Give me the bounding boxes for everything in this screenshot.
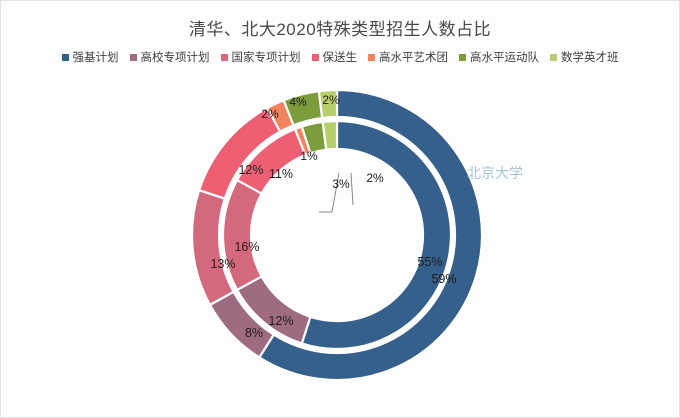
outer-ring-series <box>191 89 483 381</box>
legend-swatch-icon <box>550 53 557 61</box>
value-label-outer-yundong: 4% <box>289 95 307 109</box>
value-label-outer-qiangji: 59% <box>431 272 457 286</box>
legend-swatch-icon <box>368 53 375 61</box>
inner-ring-series <box>221 119 453 351</box>
legend-item-qiangji[interactable]: 强基计划 <box>61 49 119 65</box>
legend-swatch-icon <box>311 53 319 61</box>
value-label-outer-guojia: 13% <box>210 257 236 271</box>
legend-label: 高校专项计划 <box>140 52 210 64</box>
donut-slice-1[interactable] <box>258 89 483 381</box>
legend-label: 保送生 <box>322 52 358 64</box>
series-annotation-beida: 北京大学 <box>467 165 523 181</box>
legend-label: 强基计划 <box>72 52 119 64</box>
value-label-inner-shuxue: 2% <box>366 171 384 185</box>
legend-label: 国家专项计划 <box>231 52 301 64</box>
legend-item-shuxue[interactable]: 数学英才班 <box>550 49 619 65</box>
legend-item-baosong[interactable]: 保送生 <box>311 49 358 65</box>
legend-label: 数学英才班 <box>561 52 619 64</box>
value-label-inner-gaoxiao: 12% <box>268 314 294 328</box>
chart-title: 清华、北大2020特殊类型招生人数占比 <box>188 20 492 39</box>
legend-item-guojia[interactable]: 国家专项计划 <box>220 49 301 65</box>
legend-item-yishu[interactable]: 高水平艺术团 <box>368 49 448 65</box>
value-label-outer-gaoxiao: 8% <box>244 326 264 340</box>
value-label-outer-shuxue: 2% <box>322 93 340 107</box>
legend-swatch-icon <box>61 53 69 61</box>
value-label-inner-guojia: 16% <box>234 240 260 254</box>
nested-donut-chart <box>191 89 483 381</box>
donut-slice-7[interactable] <box>317 89 339 120</box>
legend-swatch-icon <box>129 53 137 61</box>
legend-swatch-icon <box>220 53 228 61</box>
legend-label: 高水平运动队 <box>470 52 539 64</box>
chart-legend: 强基计划 高校专项计划 国家专项计划 保送生 高水平艺术团 高水平运动队 数学英… <box>1 49 679 65</box>
donut-svg <box>191 89 483 381</box>
donut-slice-3[interactable] <box>221 178 263 292</box>
value-label-outer-yishu: 2% <box>261 107 279 121</box>
value-label-inner-baosong: 11% <box>268 167 294 181</box>
value-label-inner-yishu: 1% <box>300 149 318 163</box>
legend-item-gaoxiao[interactable]: 高校专项计划 <box>129 49 210 65</box>
legend-item-yundong[interactable]: 高水平运动队 <box>459 49 539 65</box>
value-label-inner-yundong: 3% <box>332 177 350 191</box>
legend-label: 高水平艺术团 <box>379 52 448 64</box>
legend-swatch-icon <box>459 53 466 61</box>
donut-slice-7[interactable] <box>321 119 339 151</box>
donut-slice-1[interactable] <box>300 119 453 351</box>
value-label-inner-qiangji: 55% <box>417 255 443 269</box>
value-label-outer-baosong: 12% <box>238 163 264 177</box>
